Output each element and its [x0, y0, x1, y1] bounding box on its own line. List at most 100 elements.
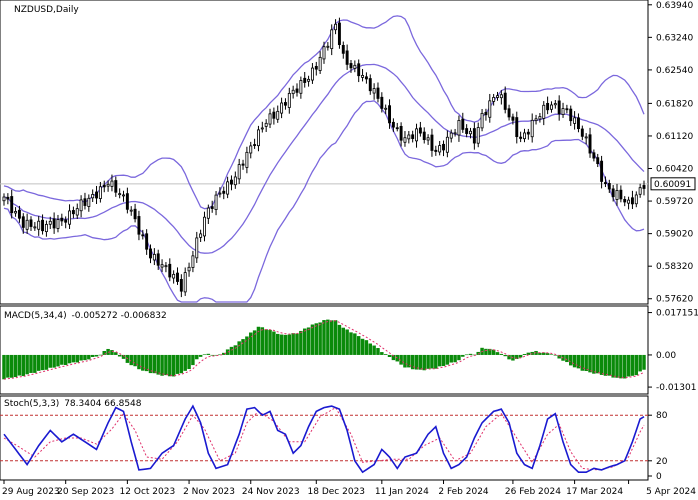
x-tick-label: 29 Aug 2023	[2, 487, 60, 497]
candle-body	[56, 219, 60, 229]
candle-body	[307, 78, 311, 82]
candle-body	[530, 119, 534, 138]
stoch-levels	[0, 414, 648, 462]
macd-bar	[329, 320, 334, 355]
macd-bar	[268, 329, 272, 355]
macd-bar	[414, 354, 419, 370]
macd-bar	[87, 354, 91, 360]
candle-body	[295, 88, 299, 93]
candle-body	[507, 108, 511, 118]
macd-tick-label: -0.01301	[656, 383, 696, 393]
macd-bar	[360, 338, 365, 355]
candle-body	[145, 233, 149, 250]
candle-body	[364, 76, 368, 80]
macd-bar	[295, 333, 299, 355]
macd-bar	[326, 319, 330, 355]
macd-bar	[364, 340, 369, 355]
macd-bar	[6, 354, 10, 378]
candle-body	[511, 116, 515, 121]
price-tick-label: 0.59720	[656, 197, 693, 207]
candle-body	[542, 104, 546, 119]
macd-bar	[21, 354, 26, 377]
macd-bar	[29, 354, 33, 373]
macd-bar	[56, 354, 60, 367]
macd-bar	[453, 354, 457, 363]
candle-body	[465, 128, 469, 134]
macd-bar	[187, 354, 191, 370]
candle-body	[484, 111, 488, 116]
macd-bar	[464, 354, 469, 356]
candle-body	[118, 193, 122, 196]
macd-bar	[195, 354, 199, 360]
candle-body	[75, 208, 79, 216]
candle-body	[83, 198, 87, 206]
candle-body	[322, 46, 326, 60]
macd-bar	[545, 353, 550, 355]
macd-bar	[484, 348, 488, 355]
macd-bar	[549, 354, 554, 355]
candle-body	[407, 134, 411, 140]
candle-body	[17, 209, 21, 219]
macd-bar	[13, 354, 18, 378]
price-tick-label: 0.61120	[656, 132, 693, 142]
macd-bar	[588, 354, 592, 373]
candle-body	[102, 184, 106, 188]
candle-body	[60, 217, 64, 222]
macd-bar	[441, 354, 446, 366]
macd-bar	[48, 354, 52, 368]
candle-body	[91, 194, 95, 199]
current-price-marker: 0.60091	[650, 177, 696, 191]
macd-panel-frame	[0, 305, 649, 395]
macd-bar	[241, 339, 245, 355]
candle-body	[488, 100, 492, 118]
candle-body	[199, 233, 203, 238]
candle-body	[176, 272, 179, 282]
candle-body	[438, 145, 442, 153]
macd-bar	[272, 331, 276, 355]
candle-body	[503, 92, 507, 110]
candle-body	[476, 127, 480, 144]
macd-bar	[318, 322, 322, 355]
macd-bar	[36, 354, 41, 371]
macd-bar	[461, 354, 465, 357]
candle-body	[411, 134, 415, 139]
macd-bar	[333, 320, 338, 355]
macd-bar	[102, 350, 106, 355]
candle-body	[2, 196, 6, 202]
candle-body	[106, 183, 110, 187]
candle-body	[10, 196, 14, 214]
x-tick-label: 20 Sep 2023	[57, 487, 114, 497]
candle-body	[272, 111, 276, 119]
candle-body	[233, 176, 237, 186]
candle-body	[110, 180, 114, 187]
candle-body	[449, 132, 453, 139]
macd-bar	[264, 329, 268, 355]
macd-bar	[630, 354, 635, 376]
macd-panel: 0.017151 0.00 -0.01301 MACD(5,34,4) -0.005…	[0, 305, 698, 395]
candle-body	[496, 95, 499, 98]
candle-body	[44, 223, 48, 233]
candle-body	[573, 117, 577, 124]
macd-bar	[129, 354, 133, 366]
price-panel-title: NZDUSD,Daily	[14, 5, 79, 15]
candle-body	[256, 129, 260, 147]
candle-body	[357, 63, 361, 77]
stoch-axis-labels: 80 20 0	[648, 411, 668, 482]
macd-bar	[341, 327, 346, 355]
candle-body	[64, 219, 68, 223]
macd-bar	[476, 351, 480, 355]
candle-body	[380, 96, 384, 109]
x-tick-label: 2 Nov 2023	[183, 487, 235, 497]
macd-bar	[17, 354, 22, 376]
macd-bar	[164, 354, 168, 376]
candle-body	[515, 117, 519, 138]
candle-body	[260, 127, 264, 130]
macd-bar	[148, 354, 153, 374]
candle-body	[588, 134, 592, 154]
candle-body	[206, 207, 210, 219]
macd-bar	[468, 353, 473, 355]
candle-body	[480, 112, 484, 129]
x-tick-label: 5 Apr 2024	[646, 487, 696, 497]
candle-body	[291, 89, 295, 95]
macd-bar	[368, 343, 372, 355]
